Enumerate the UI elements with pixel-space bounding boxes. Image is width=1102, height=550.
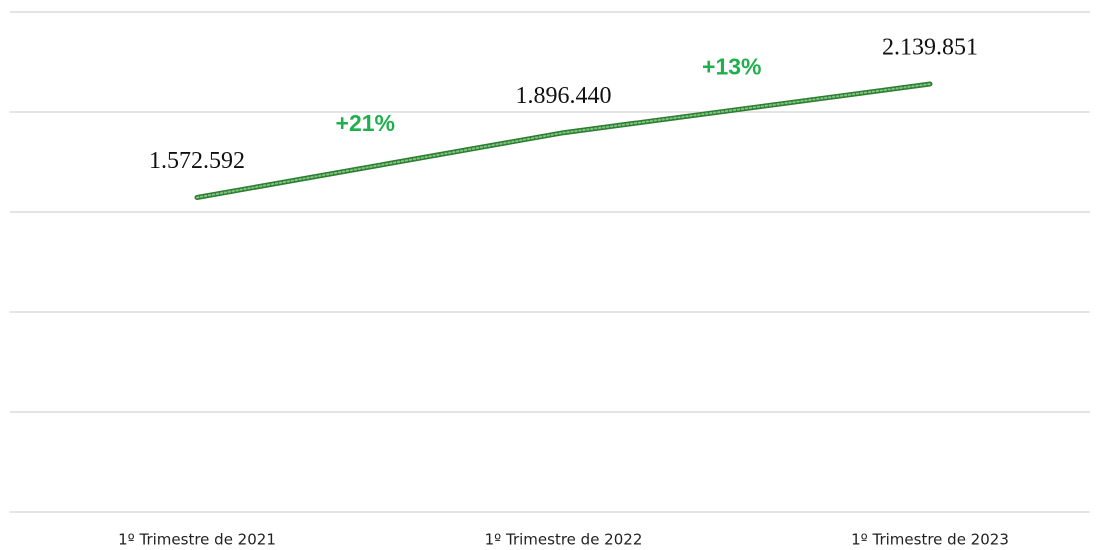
x-tick-label: 1º Trimestre de 2023 [851,531,1009,549]
data-label: 2.139.851 [882,35,978,61]
annotation: +13% [702,53,761,79]
data-label: 1.896.440 [516,83,612,109]
annotation: +21% [336,110,395,136]
x-tick-label: 1º Trimestre de 2022 [485,531,643,549]
data-label: 1.572.592 [149,148,245,174]
x-tick-label: 1º Trimestre de 2021 [118,531,276,549]
series-line-dots [196,83,931,199]
